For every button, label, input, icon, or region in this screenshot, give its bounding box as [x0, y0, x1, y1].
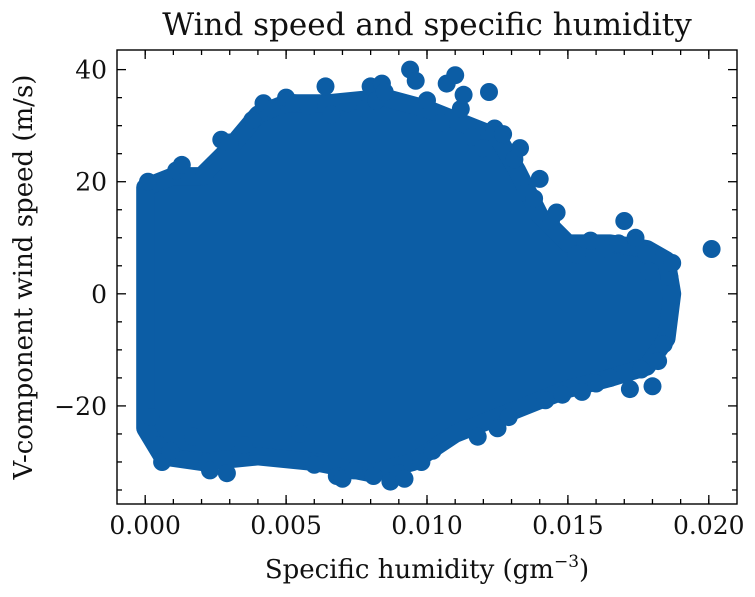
- data-point: [530, 169, 549, 188]
- data-point: [454, 85, 473, 104]
- data-point: [615, 212, 634, 230]
- data-point: [663, 254, 682, 272]
- data-point: [525, 189, 544, 208]
- data-point: [553, 385, 572, 404]
- data-point: [587, 374, 606, 393]
- data-point: [488, 419, 507, 438]
- x-axis-label-superscript: −3: [554, 552, 579, 572]
- data-point: [139, 172, 157, 191]
- x-tick-label: 0.000: [109, 511, 181, 540]
- data-point: [217, 464, 236, 483]
- data-point: [474, 139, 493, 158]
- data-point: [494, 125, 513, 144]
- data-point: [649, 352, 668, 371]
- x-axis-label: Specific humidity (gm−3): [265, 552, 589, 585]
- data-points: [139, 60, 721, 491]
- data-point: [412, 453, 431, 471]
- data-point: [161, 441, 180, 460]
- data-point: [601, 368, 620, 387]
- data-point: [395, 469, 414, 488]
- y-tick-label: 0: [91, 280, 107, 309]
- data-point: [418, 91, 436, 110]
- x-axis-label-main: Specific humidity (gm: [265, 555, 554, 585]
- data-point: [175, 450, 194, 469]
- data-point: [446, 66, 465, 85]
- x-tick-label: 0.010: [391, 511, 463, 540]
- data-point: [626, 228, 645, 247]
- point-cloud: [136, 88, 682, 483]
- y-axis-label: V-component wind speed (m/s): [9, 75, 39, 481]
- data-point: [234, 436, 253, 455]
- data-point: [567, 245, 586, 264]
- data-point: [480, 83, 498, 101]
- y-tick-label: 40: [75, 56, 107, 85]
- data-point: [305, 455, 324, 474]
- data-point: [322, 105, 341, 124]
- data-point: [640, 262, 659, 281]
- data-point: [573, 382, 591, 401]
- data-point: [643, 377, 662, 396]
- data-point: [263, 99, 281, 118]
- data-point: [172, 155, 191, 174]
- data-point: [468, 427, 487, 446]
- data-point: [285, 94, 304, 113]
- y-tick-label: −20: [54, 392, 107, 421]
- data-point: [654, 335, 673, 354]
- data-point: [547, 203, 566, 222]
- data-point: [243, 111, 262, 130]
- data-point: [511, 139, 529, 158]
- data-point: [637, 245, 656, 264]
- data-point: [141, 408, 160, 427]
- data-point: [463, 127, 482, 146]
- data-point: [364, 467, 383, 485]
- y-axis-ticks: −20 0 20 40: [54, 56, 737, 491]
- data-point: [451, 99, 470, 118]
- data-point: [291, 424, 310, 443]
- data-point: [375, 83, 394, 101]
- x-tick-label: 0.015: [532, 511, 604, 540]
- x-tick-label: 0.020: [673, 511, 745, 540]
- data-point: [406, 71, 425, 90]
- data-point: [344, 461, 363, 480]
- data-point: [432, 113, 451, 132]
- x-tick-label: 0.005: [250, 511, 322, 540]
- y-tick-label: 20: [75, 168, 107, 197]
- x-axis-label-close: ): [579, 555, 589, 585]
- x-axis-ticks: 0.000 0.005 0.010 0.015 0.020: [109, 50, 745, 540]
- data-point: [184, 427, 203, 446]
- chart-title: Wind speed and specific humidity: [162, 7, 692, 43]
- data-point: [339, 94, 358, 113]
- data-point: [299, 97, 318, 115]
- data-point: [423, 441, 442, 460]
- data-point: [660, 268, 679, 286]
- data-point: [316, 77, 335, 96]
- data-point: [220, 133, 239, 152]
- data-point: [195, 167, 214, 186]
- data-point: [620, 380, 639, 399]
- data-point: [581, 231, 600, 250]
- data-point: [632, 360, 651, 379]
- data-point: [536, 391, 555, 410]
- data-point: [499, 408, 518, 427]
- data-point: [201, 461, 219, 480]
- data-point: [702, 240, 721, 258]
- dense-point-region: [136, 88, 682, 483]
- data-point: [609, 234, 628, 253]
- data-point: [595, 240, 614, 258]
